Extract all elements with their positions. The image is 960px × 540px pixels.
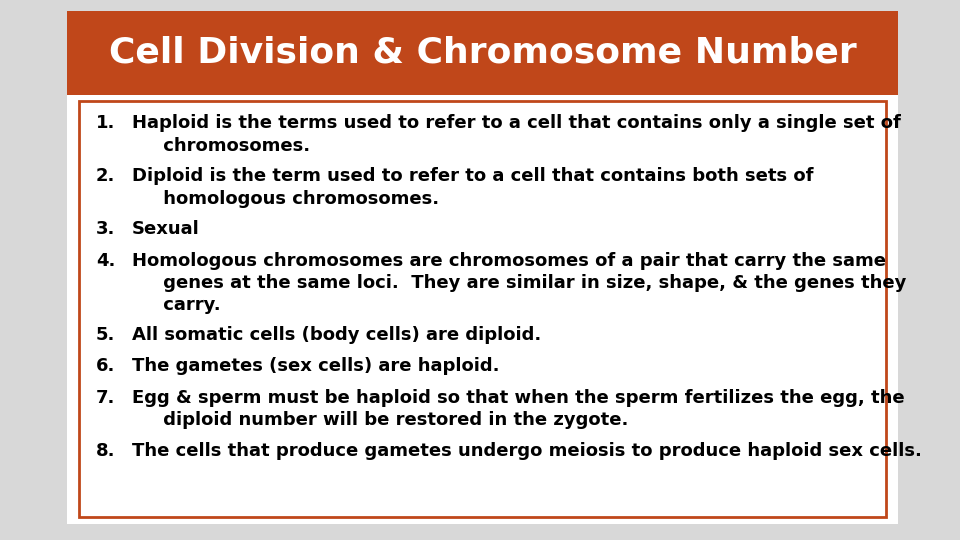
Text: Diploid is the term used to refer to a cell that contains both sets of
     homo: Diploid is the term used to refer to a c… [132,167,813,207]
FancyBboxPatch shape [79,101,886,517]
Text: 1.: 1. [96,114,115,132]
Text: Cell Division & Chromosome Number: Cell Division & Chromosome Number [108,36,856,70]
Text: 3.: 3. [96,220,115,238]
Text: Egg & sperm must be haploid so that when the sperm fertilizes the egg, the
     : Egg & sperm must be haploid so that when… [132,389,904,429]
Text: Sexual: Sexual [132,220,200,238]
Text: 2.: 2. [96,167,115,185]
Text: 4.: 4. [96,252,115,269]
FancyBboxPatch shape [67,11,898,94]
Text: 5.: 5. [96,326,115,344]
Text: The gametes (sex cells) are haploid.: The gametes (sex cells) are haploid. [132,357,499,375]
Text: 8.: 8. [96,442,115,460]
Text: 7.: 7. [96,389,115,407]
Text: Haploid is the terms used to refer to a cell that contains only a single set of
: Haploid is the terms used to refer to a … [132,114,900,154]
FancyBboxPatch shape [67,11,898,524]
Text: The cells that produce gametes undergo meiosis to produce haploid sex cells.: The cells that produce gametes undergo m… [132,442,922,460]
Text: All somatic cells (body cells) are diploid.: All somatic cells (body cells) are diplo… [132,326,540,344]
Text: 6.: 6. [96,357,115,375]
Text: Homologous chromosomes are chromosomes of a pair that carry the same
     genes : Homologous chromosomes are chromosomes o… [132,252,906,314]
